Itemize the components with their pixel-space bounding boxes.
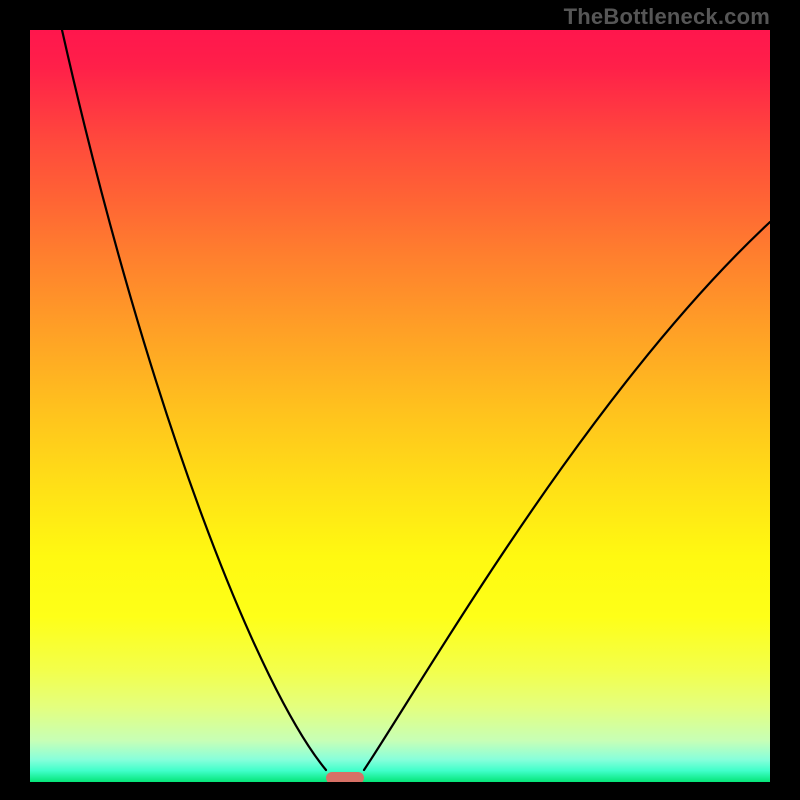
- minimum-marker: [326, 772, 364, 782]
- watermark-text: TheBottleneck.com: [564, 4, 770, 30]
- gradient-background: [30, 30, 770, 782]
- chart-svg: [30, 30, 770, 782]
- plot-area: [30, 30, 770, 782]
- chart-frame: TheBottleneck.com: [0, 0, 800, 800]
